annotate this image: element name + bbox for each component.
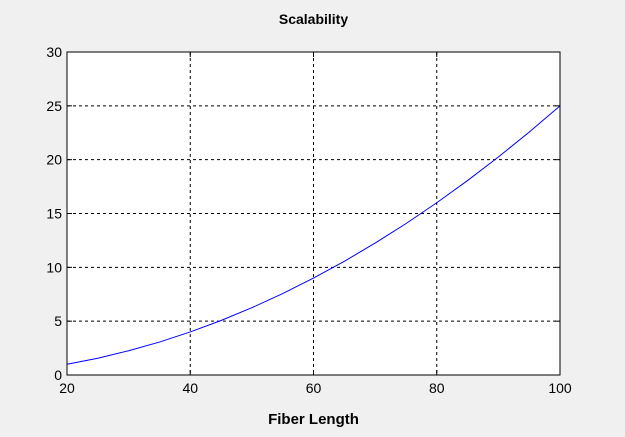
y-tick-label: 10	[46, 259, 62, 275]
x-tick-label: 100	[548, 380, 572, 396]
chart-title: Scalability	[279, 11, 348, 27]
x-tick-label: 60	[306, 380, 322, 396]
y-tick-label: 5	[54, 313, 62, 329]
y-tick-label: 25	[46, 98, 62, 114]
x-tick-label: 80	[429, 380, 445, 396]
x-tick-label: 40	[182, 380, 198, 396]
y-tick-label: 15	[46, 206, 62, 222]
x-axis-label: Fiber Length	[268, 411, 359, 428]
y-tick-label: 20	[46, 152, 62, 168]
y-tick-label: 0	[54, 367, 62, 383]
y-tick-label: 30	[46, 44, 62, 60]
